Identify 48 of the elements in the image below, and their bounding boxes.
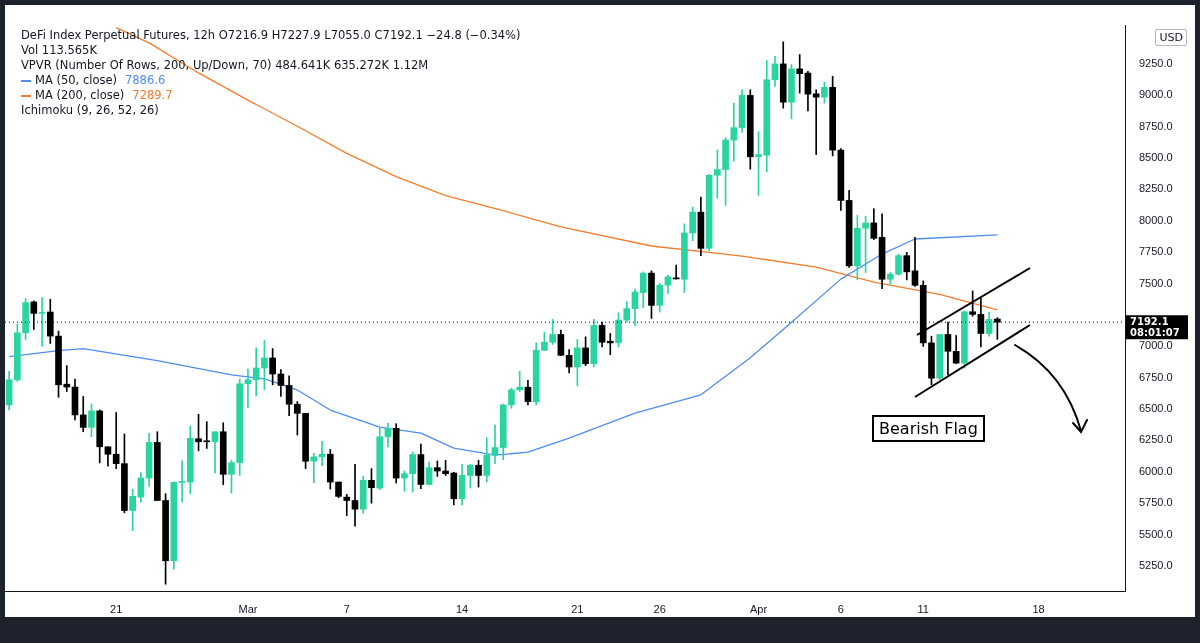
candlestick — [310, 453, 318, 484]
x-tick-label: 6 — [837, 602, 844, 615]
y-tick-label: 6000.0 — [1139, 464, 1173, 477]
x-tick-label: Mar — [238, 602, 258, 615]
annotation: Vol 113.565K — [21, 43, 98, 58]
annotation: Ichimoku (9, 26, 52, 26) — [21, 103, 160, 118]
legend-label: MA (200, close) — [35, 88, 125, 102]
y-tick-label: 8000.0 — [1139, 213, 1173, 226]
y-tick-label: 6500.0 — [1139, 402, 1173, 415]
candlestick — [606, 333, 614, 356]
ref-line-label: 7192.1 08:01:07 — [1130, 315, 1180, 338]
legend-label: MA (50, close) — [35, 73, 117, 87]
candlestick — [730, 102, 738, 162]
candlestick — [211, 431, 219, 474]
x-tick-label: 21 — [110, 602, 123, 615]
y-tick-label: 5250.0 — [1139, 558, 1173, 571]
annotation: VPVR (Number Of Rows, 200, Up/Down, 70) 484.641K 635.272K 1.12M — [21, 58, 430, 73]
annotation: Bearish Flag — [872, 414, 985, 442]
x-tick-label: 11 — [917, 602, 929, 615]
y-tick-label: 6750.0 — [1139, 370, 1173, 383]
y-tick-label: 7750.0 — [1139, 245, 1173, 258]
candlestick — [796, 54, 804, 94]
x-tick-label: 14 — [455, 602, 469, 615]
y-tick-label: 9000.0 — [1139, 88, 1173, 101]
candlestick — [178, 460, 186, 503]
candlestick — [343, 494, 351, 516]
y-tick-label: 5750.0 — [1139, 496, 1173, 509]
y-tick-label: 7000.0 — [1139, 339, 1173, 352]
x-tick-label: 18 — [1032, 602, 1045, 615]
y-tick-label: 7500.0 — [1139, 276, 1173, 289]
y-tick-label: 5500.0 — [1139, 527, 1173, 540]
candlestick — [812, 89, 820, 155]
candlestick — [351, 463, 359, 527]
text: USD — [1155, 29, 1187, 46]
y-tick-label: 6250.0 — [1139, 433, 1173, 446]
y-tick-label: 8750.0 — [1139, 119, 1173, 132]
y-tick-label: 9250.0 — [1139, 56, 1173, 69]
x-tick-label: Apr — [749, 602, 768, 615]
candlestick — [38, 297, 46, 347]
annotation: 7886.6 — [124, 73, 166, 87]
y-tick-label: 8500.0 — [1139, 151, 1173, 164]
x-tick-label: 7 — [343, 602, 350, 615]
candlestick — [244, 368, 252, 408]
x-tick-label: 26 — [653, 602, 666, 615]
annotation: 7289.7 — [132, 88, 173, 102]
x-tick-label: 21 — [571, 602, 584, 615]
candlestick — [491, 424, 499, 464]
y-tick-label: 8250.0 — [1139, 182, 1173, 195]
